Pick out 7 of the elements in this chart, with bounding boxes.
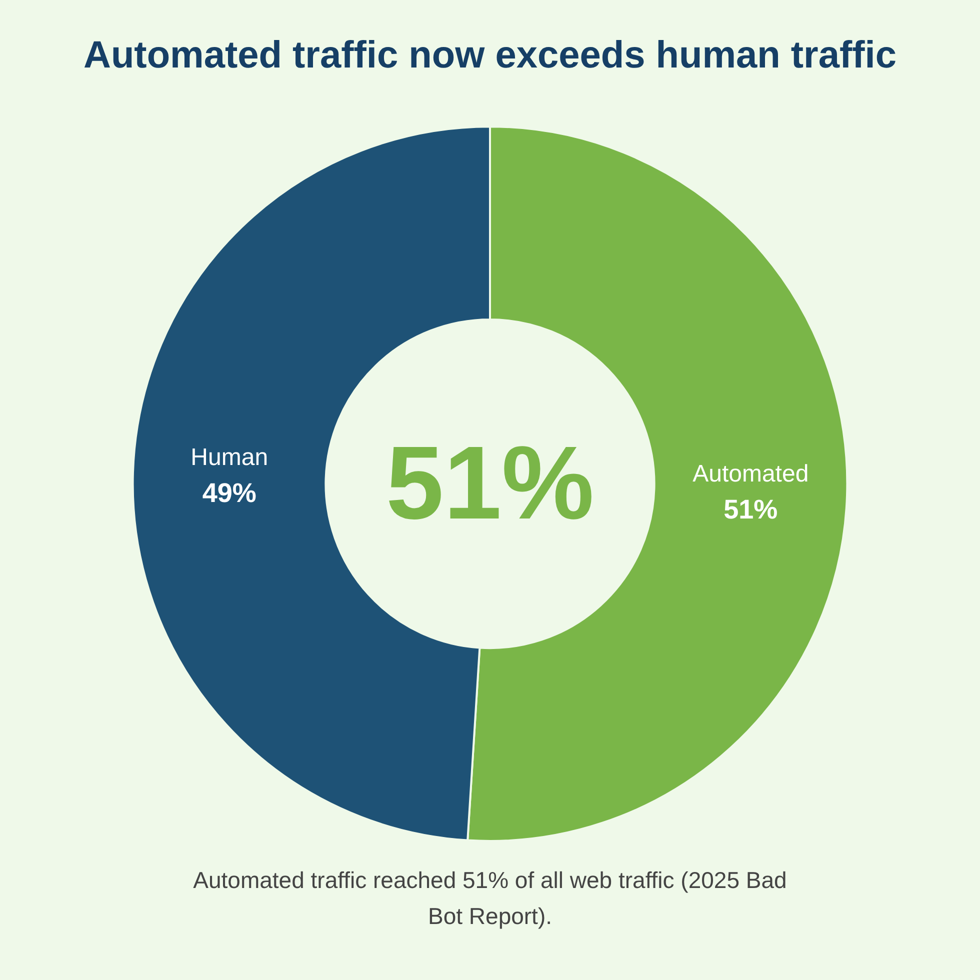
text: Automated traffic reached 51% of all web traffic (2025 Bad Bot Report). bbox=[192, 866, 788, 931]
text: 51% bbox=[386, 425, 594, 542]
data-label: 51% bbox=[724, 494, 778, 524]
slice-label: Human bbox=[190, 444, 268, 472]
chart-title: Automated traffic now exceeds human traffic bbox=[84, 34, 896, 76]
data-label: 49% bbox=[202, 478, 256, 508]
slice-label: Automated bbox=[692, 460, 809, 488]
